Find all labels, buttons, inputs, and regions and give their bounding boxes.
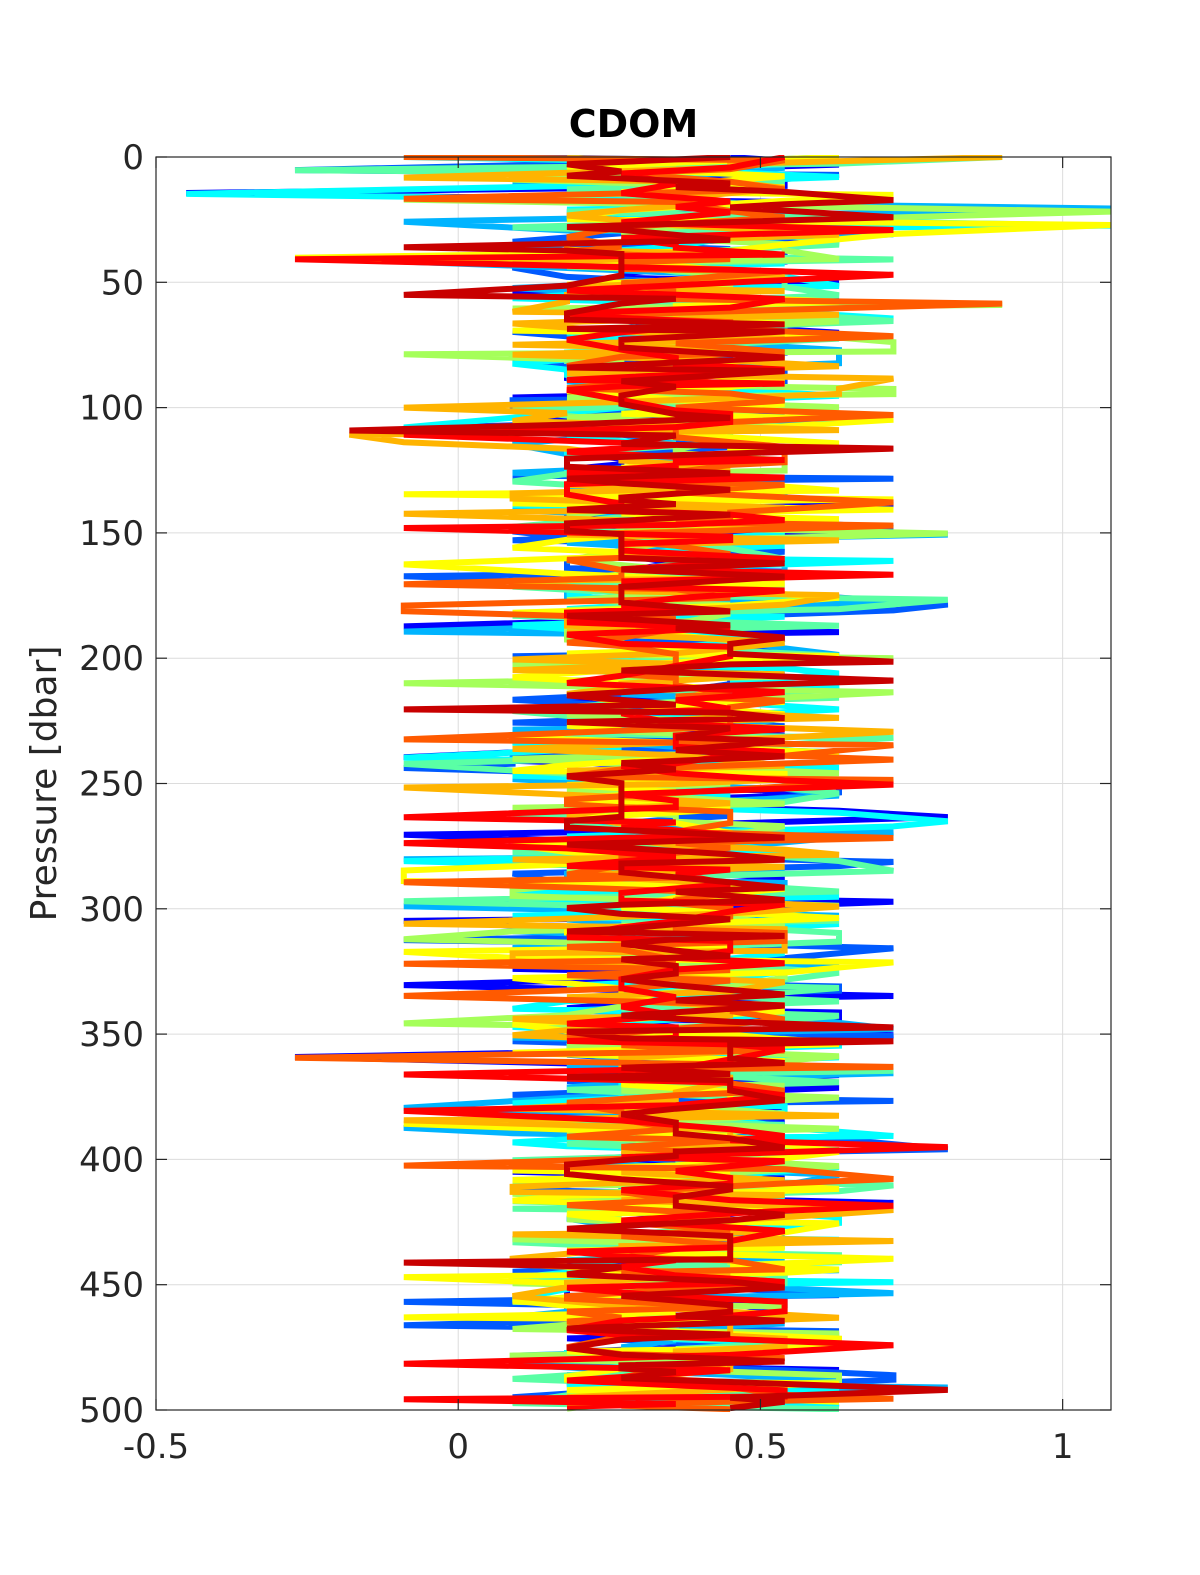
y-tick-label: 100 [79, 389, 144, 429]
y-tick-label: 0 [122, 138, 144, 178]
x-tick-label: -0.5 [123, 1427, 189, 1467]
x-tick-label: 0 [447, 1427, 469, 1467]
x-axis-ticks: -0.5 0 0.5 1 [123, 157, 1074, 1467]
y-tick-label: 350 [79, 1015, 144, 1055]
chart-title: CDOM [569, 102, 699, 146]
y-tick-label: 300 [79, 890, 144, 930]
profile-lines [186, 155, 1112, 1412]
x-tick-label: 1 [1052, 1427, 1074, 1467]
profile-line-11 [349, 155, 948, 1412]
y-tick-label: 500 [79, 1391, 144, 1431]
y-tick-label: 250 [79, 765, 144, 805]
y-tick-label: 450 [79, 1266, 144, 1306]
x-tick-label: 0.5 [733, 1427, 787, 1467]
y-axis-title: Pressure [dbar] [24, 646, 65, 922]
y-axis-ticks: 0 50 100 150 200 250 300 350 400 450 500 [79, 138, 1111, 1431]
y-tick-label: 200 [79, 639, 144, 679]
y-tick-label: 150 [79, 514, 144, 554]
y-tick-label: 50 [101, 263, 144, 303]
y-tick-label: 400 [79, 1140, 144, 1180]
